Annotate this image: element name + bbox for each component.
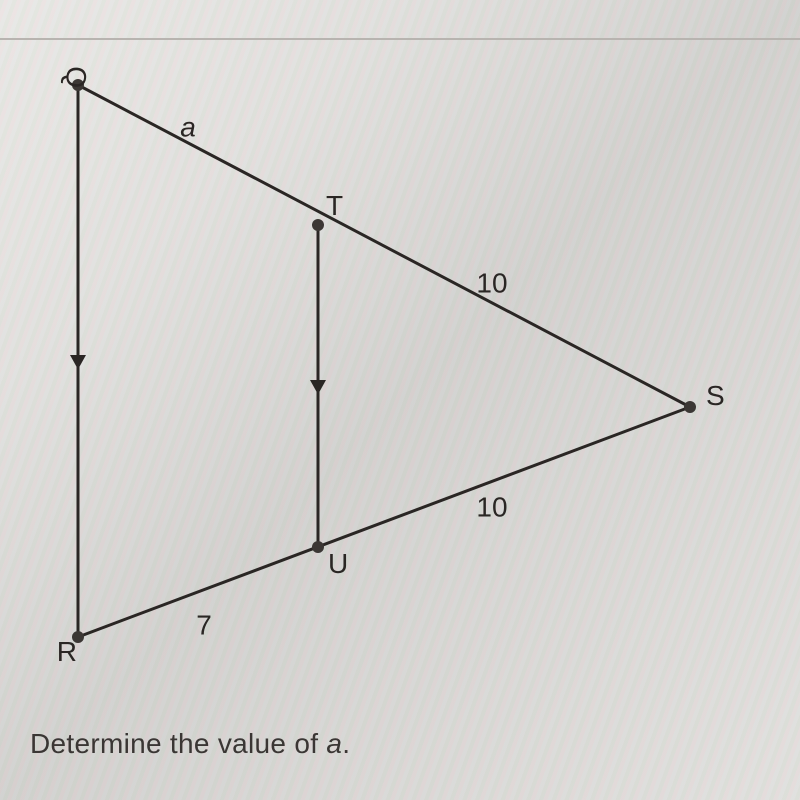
side-label-1: 10: [476, 267, 507, 298]
parallel-arrow-RQ: [70, 355, 86, 369]
question-variable: a: [326, 728, 342, 759]
question-prefix: Determine the value of: [30, 728, 326, 759]
point-label-U: U: [328, 548, 348, 579]
point-label-R: R: [57, 636, 77, 667]
point-S: [684, 401, 696, 413]
point-U: [312, 541, 324, 553]
side-label-3: 7: [196, 609, 212, 640]
question-text: Determine the value of a.: [30, 728, 350, 760]
side-label-2: 10: [476, 491, 507, 522]
point-T: [312, 219, 324, 231]
point-label-S: S: [706, 380, 725, 411]
top-rule-line: [0, 38, 800, 40]
point-label-T: T: [326, 190, 343, 221]
parallel-arrow-TU: [310, 380, 326, 394]
point-label-Q: Q: [60, 65, 93, 89]
edge-Q-S: [78, 85, 690, 407]
question-suffix: .: [342, 728, 350, 759]
side-label-0: a: [180, 111, 196, 142]
geometry-diagram: Q T S U R a 10 10 7: [20, 55, 760, 695]
edge-S-R: [78, 407, 690, 637]
